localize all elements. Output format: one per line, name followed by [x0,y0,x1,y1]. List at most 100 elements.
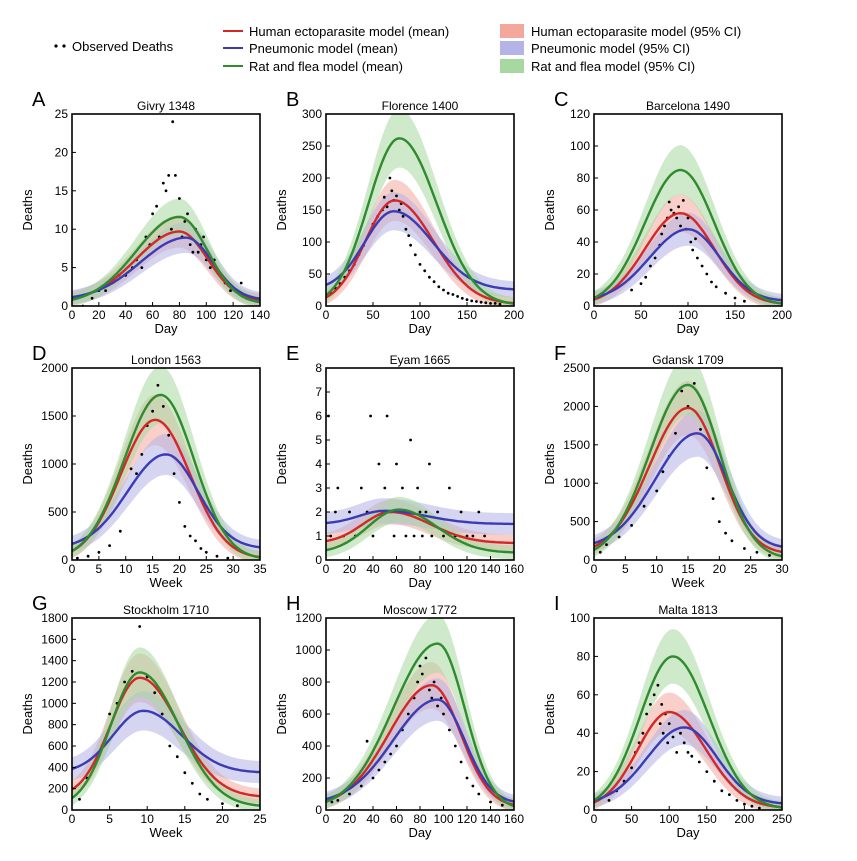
y-axis-label: Deaths [542,189,557,231]
x-tick-label: 150 [725,308,745,322]
observed-point [108,544,111,547]
x-tick-label: 100 [196,308,216,322]
panel-svg: 0 5 10 15 20 25 30 0 500 1000 1500 2000 2500 Week Deat… [542,343,789,590]
panel-title: Moscow 1772 [383,603,457,617]
x-tick-label: 20 [713,562,727,576]
x-tick-label: 40 [366,812,380,826]
y-tick-label: 100 [302,235,322,249]
observed-point [406,712,410,716]
y-tick-label: 0 [583,553,590,567]
rat-mean-line [72,671,260,807]
observed-point [728,793,731,796]
rat-ci-band [594,368,782,560]
observed-point [171,120,175,124]
observed-point [768,554,771,557]
observed-point [221,802,224,805]
plot-inner [326,414,514,560]
observed-point [190,781,194,785]
observed-point [404,227,408,231]
observed-point [377,768,381,772]
observed-point [484,301,488,305]
y-tick-label: 250 [302,139,322,153]
panel-svg: 0 50 100 150 200 0 20 40 60 80 100 120 Day Deaths Barc… [542,89,792,336]
observed-point [667,200,671,204]
y-axis-label: Deaths [20,693,35,735]
observed-point [436,510,439,514]
x-tick-label: 100 [678,308,698,322]
y-tick-label: 1000 [41,696,68,710]
x-tick-label: 25 [744,562,758,576]
y-tick-label: 1000 [295,643,322,657]
observed-point [369,414,372,418]
rat-ci-band [72,647,260,810]
observed-point [151,212,154,216]
observed-point [477,792,481,796]
observed-point [471,784,475,788]
observed-point [208,266,212,269]
y-tick-label: 40 [577,235,591,249]
y-tick-label: 0 [61,299,68,313]
observed-point [470,299,474,303]
observed-point [669,208,673,212]
x-tick-label: 100 [659,812,679,826]
x-tick-label: 140 [480,562,500,576]
panel-title: Florence 1400 [382,99,459,113]
observed-point [418,664,422,668]
observed-point [420,534,424,538]
y-tick-label: 1500 [563,438,590,452]
x-tick-label: 20 [343,562,357,576]
x-tick-label: 5 [106,812,113,826]
x-axis-label: Day [154,321,178,336]
observed-point [151,409,154,413]
x-tick-label: 200 [772,308,792,322]
x-tick-label: 40 [119,308,133,322]
x-axis-label: Week [150,575,183,590]
observed-point [460,296,464,300]
observed-point [661,731,665,735]
y-tick-label: 2 [315,505,322,519]
panel-letter: I [554,593,560,615]
observed-point [104,289,107,292]
x-tick-label: 0 [591,562,598,576]
observed-point [140,266,144,269]
pneumonic-ci-band [326,678,514,809]
observed-point [666,741,670,745]
observed-point [432,680,436,684]
panel-title: Givry 1348 [137,99,195,113]
legend: Observed Deaths Human ectoparasite model… [0,0,857,90]
observed-point [691,248,695,252]
y-tick-label: 80 [577,171,591,185]
observed-point [90,296,94,300]
rat-mean-line [326,642,514,808]
observed-point [170,227,173,231]
observed-point [645,712,648,716]
observed-point [206,797,209,801]
observed-point [489,800,492,804]
x-tick-label: 35 [253,562,267,576]
observed-point [428,462,431,466]
plot-frame [593,617,783,811]
y-tick-label: 0 [315,299,322,313]
panel-letter: F [554,343,566,365]
human-mean-line [326,510,514,545]
observed-point [409,438,412,442]
observed-point [161,405,165,408]
x-tick-label: 60 [390,562,404,576]
observed-point [186,212,189,216]
y-tick-label: 7 [315,385,322,399]
legend-observed-dot [62,44,66,48]
observed-point [401,215,405,218]
observed-point [407,234,411,237]
panel-g: 0 5 10 15 20 25 0 200 400 600 800 1000 1200 1400 1600 1… [2,584,280,846]
observed-point [750,804,754,808]
observed-point [135,472,138,475]
legend-observed-label: Observed Deaths [72,39,174,54]
y-tick-label: 0 [61,803,68,817]
observed-point [167,433,171,437]
observed-point [436,704,439,708]
plot-inner [72,625,260,810]
x-tick-label: 0 [323,562,330,576]
y-tick-label: 0 [583,803,590,817]
y-tick-label: 2500 [563,361,590,375]
rat-mean-line [326,137,514,305]
